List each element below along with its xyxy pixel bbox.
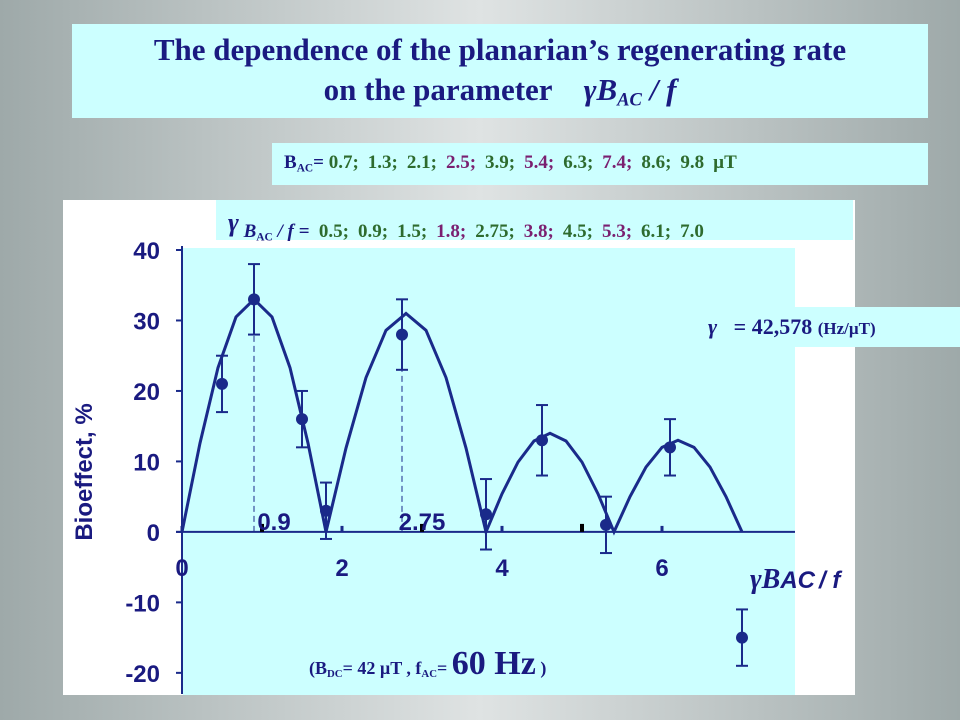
cond-sub1: DC — [327, 668, 343, 681]
formula-tail: / f — [649, 72, 677, 107]
value: 0.5; — [318, 221, 349, 242]
point — [536, 434, 548, 447]
point — [480, 508, 492, 521]
value: 2.75; — [475, 221, 515, 242]
value: 6.3; — [563, 152, 594, 173]
value: 1.3; — [367, 152, 398, 173]
value: 7.4; — [602, 152, 633, 173]
bac-sub: AC — [296, 162, 314, 175]
cond-open: (B — [309, 658, 327, 678]
gamma-values: 0.5; 0.9; 1.5; 1.8; 2.75; 3.8; 4.5; 5.3; 6.1; 7.0 — [319, 221, 713, 242]
value: 7.0 — [680, 221, 704, 242]
conditions: (BDC= 42 µT , fAC= 60 Hz ) — [297, 633, 650, 690]
cond-mid: = 42 µT , f — [342, 658, 422, 678]
point — [396, 328, 408, 341]
gamma-row: γ BAC / f = 0.5; 0.9; 1.5; 1.8; 2.75; 3.8; 4.5… — [216, 200, 853, 244]
marker-label: 0.9 — [257, 509, 290, 536]
y-tick-label: 40 — [133, 238, 160, 265]
marker-label: 2.75 — [399, 509, 446, 536]
value: 5.3; — [601, 221, 633, 242]
gamma-symbol: γ — [228, 208, 239, 237]
value: 3.8; — [523, 221, 554, 242]
cond-eq: = — [437, 658, 448, 678]
x-tick-label: 4 — [495, 555, 509, 582]
x-axis-label: γBAC / f — [750, 564, 842, 595]
gamma-b: B — [243, 221, 257, 242]
gamma-box-symbol: γ — [708, 314, 718, 339]
cond-close: ) — [540, 658, 547, 678]
point — [664, 441, 676, 454]
point — [320, 504, 332, 517]
formula-sub: AC — [617, 89, 642, 111]
value: 0.9; — [357, 221, 389, 242]
y-tick-label: 20 — [133, 379, 160, 406]
bac-eq: = — [313, 152, 324, 173]
title-line1: The dependence of the planarian’s regene… — [153, 32, 847, 67]
point — [216, 377, 228, 390]
x-tick-label: 0 — [175, 555, 188, 582]
formula: γBAC / f — [583, 72, 677, 109]
value: 8.6; — [641, 152, 672, 173]
value: 5.4; — [524, 152, 555, 173]
value: 0.7; — [328, 152, 359, 173]
gamma-value: = 42,578 — [733, 314, 813, 339]
gamma-sub: AC — [256, 231, 273, 244]
value: 6.1; — [641, 221, 672, 242]
value: 1.8; — [436, 221, 467, 242]
title-line2: on the parameter γBAC / f — [72, 70, 928, 110]
point — [296, 413, 308, 426]
y-tick-label: 0 — [147, 520, 160, 547]
y-tick-label: 30 — [133, 308, 160, 335]
title-box: The dependence of the planarian’s regene… — [72, 24, 928, 118]
bac-symbol: B — [284, 152, 297, 173]
y-tick-label: -10 — [125, 590, 160, 617]
bac-row: BAC= 0.7; 1.3; 2.1; 2.5; 3.9; 5.4; 6.3; 7.4; 8.6… — [272, 143, 928, 185]
value: 1.5; — [397, 221, 428, 242]
point — [600, 518, 612, 531]
bac-values: 0.7; 1.3; 2.1; 2.5; 3.9; 5.4; 6.3; 7.4; 8.6; 9.8 — [329, 152, 713, 173]
value: 3.9; — [485, 152, 516, 173]
y-tick-label: -20 — [125, 661, 160, 688]
cond-sub2: AC — [421, 668, 438, 681]
gamma-unit: (Hz/µT) — [817, 319, 876, 338]
gamma-box: γ = 42,578 (Hz/µT) — [688, 307, 960, 347]
value: 2.1; — [406, 152, 437, 173]
point — [248, 293, 260, 306]
x-label-symbol: γB — [750, 564, 780, 595]
value: 9.8 — [680, 152, 705, 173]
value: 4.5; — [562, 221, 593, 242]
y-tick-label: 10 — [133, 449, 160, 476]
y-axis-label: Bioeffect, % — [71, 403, 98, 540]
x-tick-label: 2 — [335, 555, 348, 582]
gamma-tail: / f = — [277, 221, 310, 242]
point — [736, 631, 748, 644]
x-label-sub: AC — [779, 567, 815, 594]
x-tick-label: 6 — [655, 555, 668, 582]
value: 2.5; — [445, 152, 477, 173]
title-text: on the parameter — [323, 72, 553, 107]
x-label-tail: / f — [818, 567, 842, 594]
bac-unit: µT — [713, 152, 737, 173]
formula-symbol: γB — [583, 72, 618, 107]
cond-big: 60 Hz — [451, 645, 536, 682]
